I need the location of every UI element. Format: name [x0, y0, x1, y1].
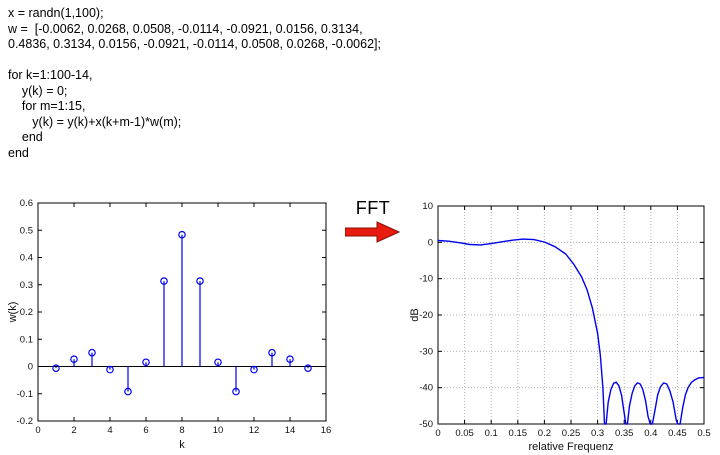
code-line: end [8, 145, 29, 160]
svg-text:k: k [179, 439, 185, 451]
svg-text:0.25: 0.25 [562, 428, 581, 439]
svg-text:0.4: 0.4 [644, 428, 657, 439]
svg-text:0: 0 [28, 362, 33, 373]
code-line: y(k) = 0; [8, 83, 68, 98]
svg-text:0.5: 0.5 [20, 225, 33, 236]
svg-text:0.4: 0.4 [20, 253, 33, 264]
svg-text:0.2: 0.2 [538, 428, 551, 439]
code-line [8, 53, 381, 69]
frequency-response-line-chart: 0 0.05 0.1 0.15 0.2 0.25 0.3 0.35 0.4 0.45 0.5 -50 -… [409, 201, 711, 453]
svg-text:0.3: 0.3 [20, 280, 33, 291]
svg-text:0.1: 0.1 [20, 334, 33, 345]
svg-text:0.15: 0.15 [509, 428, 528, 439]
right-arrow-icon [344, 221, 401, 243]
svg-text:10: 10 [213, 425, 224, 436]
svg-text:relative Frequenz: relative Frequenz [529, 441, 614, 453]
svg-text:12: 12 [249, 425, 260, 436]
svg-text:0: 0 [428, 237, 433, 248]
code-line: end [8, 130, 43, 144]
svg-text:10: 10 [422, 201, 433, 212]
matlab-code-block: x = randn(1,100); w = [-0.0062, 0.0268, … [8, 6, 381, 161]
fft-transform-indicator: FFT [342, 198, 404, 248]
svg-text:2: 2 [71, 425, 76, 436]
filter-coefficients-stem-chart: 0 2 4 6 8 10 12 14 16 -0.2 -0.1 0 0.1 0.2 0.3 0.4 0.5 0.6… [7, 198, 332, 451]
svg-text:dB: dB [409, 308, 421, 321]
svg-text:4: 4 [107, 425, 112, 436]
svg-text:0.5: 0.5 [697, 428, 710, 439]
svg-text:0: 0 [35, 425, 40, 436]
code-line: y(k) = y(k)+x(k+m-1)*w(m); [8, 114, 182, 129]
svg-text:-40: -40 [419, 383, 433, 394]
frequency-response-chart-container: 0 0.05 0.1 0.15 0.2 0.25 0.3 0.35 0.4 0.45 0.5 -50 -… [408, 192, 716, 455]
svg-text:-0.2: -0.2 [17, 416, 33, 427]
code-line: w = [-0.0062, 0.0268, 0.0508, -0.0114, -… [8, 21, 363, 36]
svg-text:0.35: 0.35 [615, 428, 634, 439]
code-line: x = randn(1,100); [8, 6, 104, 20]
svg-text:-0.1: -0.1 [17, 389, 33, 400]
fft-label: FFT [355, 198, 391, 218]
code-line: 0.4836, 0.3134, 0.0156, -0.0921, -0.0114… [8, 37, 381, 51]
svg-text:0: 0 [435, 428, 440, 439]
stem-chart-container: 0 2 4 6 8 10 12 14 16 -0.2 -0.1 0 0.1 0.2 0.3 0.4 0.5 0.6… [6, 196, 336, 455]
svg-text:-50: -50 [419, 419, 433, 430]
svg-text:0.45: 0.45 [668, 428, 687, 439]
svg-text:w(k): w(k) [7, 302, 19, 324]
svg-text:-10: -10 [419, 274, 433, 285]
svg-text:16: 16 [321, 425, 332, 436]
svg-text:-20: -20 [419, 310, 433, 321]
svg-text:14: 14 [285, 425, 296, 436]
svg-text:8: 8 [179, 425, 184, 436]
svg-text:0.6: 0.6 [20, 198, 33, 209]
svg-text:0.3: 0.3 [591, 428, 604, 439]
svg-text:0.1: 0.1 [485, 428, 498, 439]
svg-text:6: 6 [143, 425, 148, 436]
code-line: for m=1:15, [8, 99, 86, 113]
svg-text:-30: -30 [419, 346, 433, 357]
svg-text:0.2: 0.2 [20, 307, 33, 318]
code-line: for k=1:100-14, [8, 68, 93, 82]
svg-text:0.05: 0.05 [455, 428, 474, 439]
